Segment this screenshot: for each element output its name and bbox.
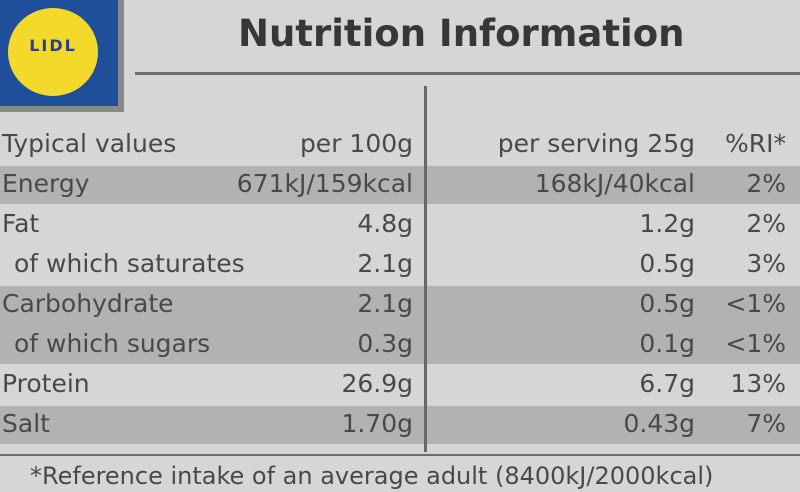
ri-percent-cell: 2% (746, 169, 786, 198)
per-100g-cell: 2.1g (357, 249, 413, 278)
nutrient-cell: of which saturates (14, 249, 245, 278)
per-100g-cell: 2.1g (357, 289, 413, 318)
logo-circle (8, 8, 98, 96)
per-serving-cell: 0.5g (639, 249, 695, 278)
logo-text: LIDL (29, 36, 77, 55)
header-ri-percent: %RI* (725, 129, 786, 158)
per-100g-cell: 0.3g (357, 329, 413, 358)
ri-percent-cell: <1% (725, 289, 786, 318)
row-shade (0, 286, 800, 364)
ri-percent-cell: 13% (730, 369, 786, 398)
nutrient-cell: Fat (2, 209, 40, 238)
header-per-serving: per serving 25g (497, 129, 695, 158)
footer-rule (0, 454, 800, 456)
per-serving-cell: 1.2g (639, 209, 695, 238)
ri-percent-cell: <1% (725, 329, 786, 358)
per-100g-cell: 4.8g (357, 209, 413, 238)
ri-percent-cell: 3% (746, 249, 786, 278)
per-serving-cell: 168kJ/40kcal (534, 169, 695, 198)
per-serving-cell: 0.43g (623, 409, 695, 438)
header-nutrient: Typical values (2, 129, 177, 158)
row-shade (0, 406, 800, 444)
header-per-100g: per 100g (299, 129, 413, 158)
nutrient-cell: Protein (2, 369, 90, 398)
ri-percent-cell: 7% (746, 409, 786, 438)
ri-percent-cell: 2% (746, 209, 786, 238)
per-serving-cell: 6.7g (639, 369, 695, 398)
row-shade (0, 166, 800, 204)
per-serving-cell: 0.1g (639, 329, 695, 358)
nutrient-cell: Energy (2, 169, 90, 198)
title-rule (135, 72, 800, 75)
title: Nutrition Information (238, 12, 685, 55)
nutrient-cell: Salt (2, 409, 50, 438)
column-divider (424, 86, 427, 452)
per-100g-cell: 1.70g (341, 409, 413, 438)
per-serving-cell: 0.5g (639, 289, 695, 318)
nutrient-cell: of which sugars (14, 329, 211, 358)
footnote: *Reference intake of an average adult (8… (30, 462, 714, 490)
per-100g-cell: 671kJ/159kcal (236, 169, 413, 198)
nutrient-cell: Carbohydrate (2, 289, 174, 318)
per-100g-cell: 26.9g (341, 369, 413, 398)
